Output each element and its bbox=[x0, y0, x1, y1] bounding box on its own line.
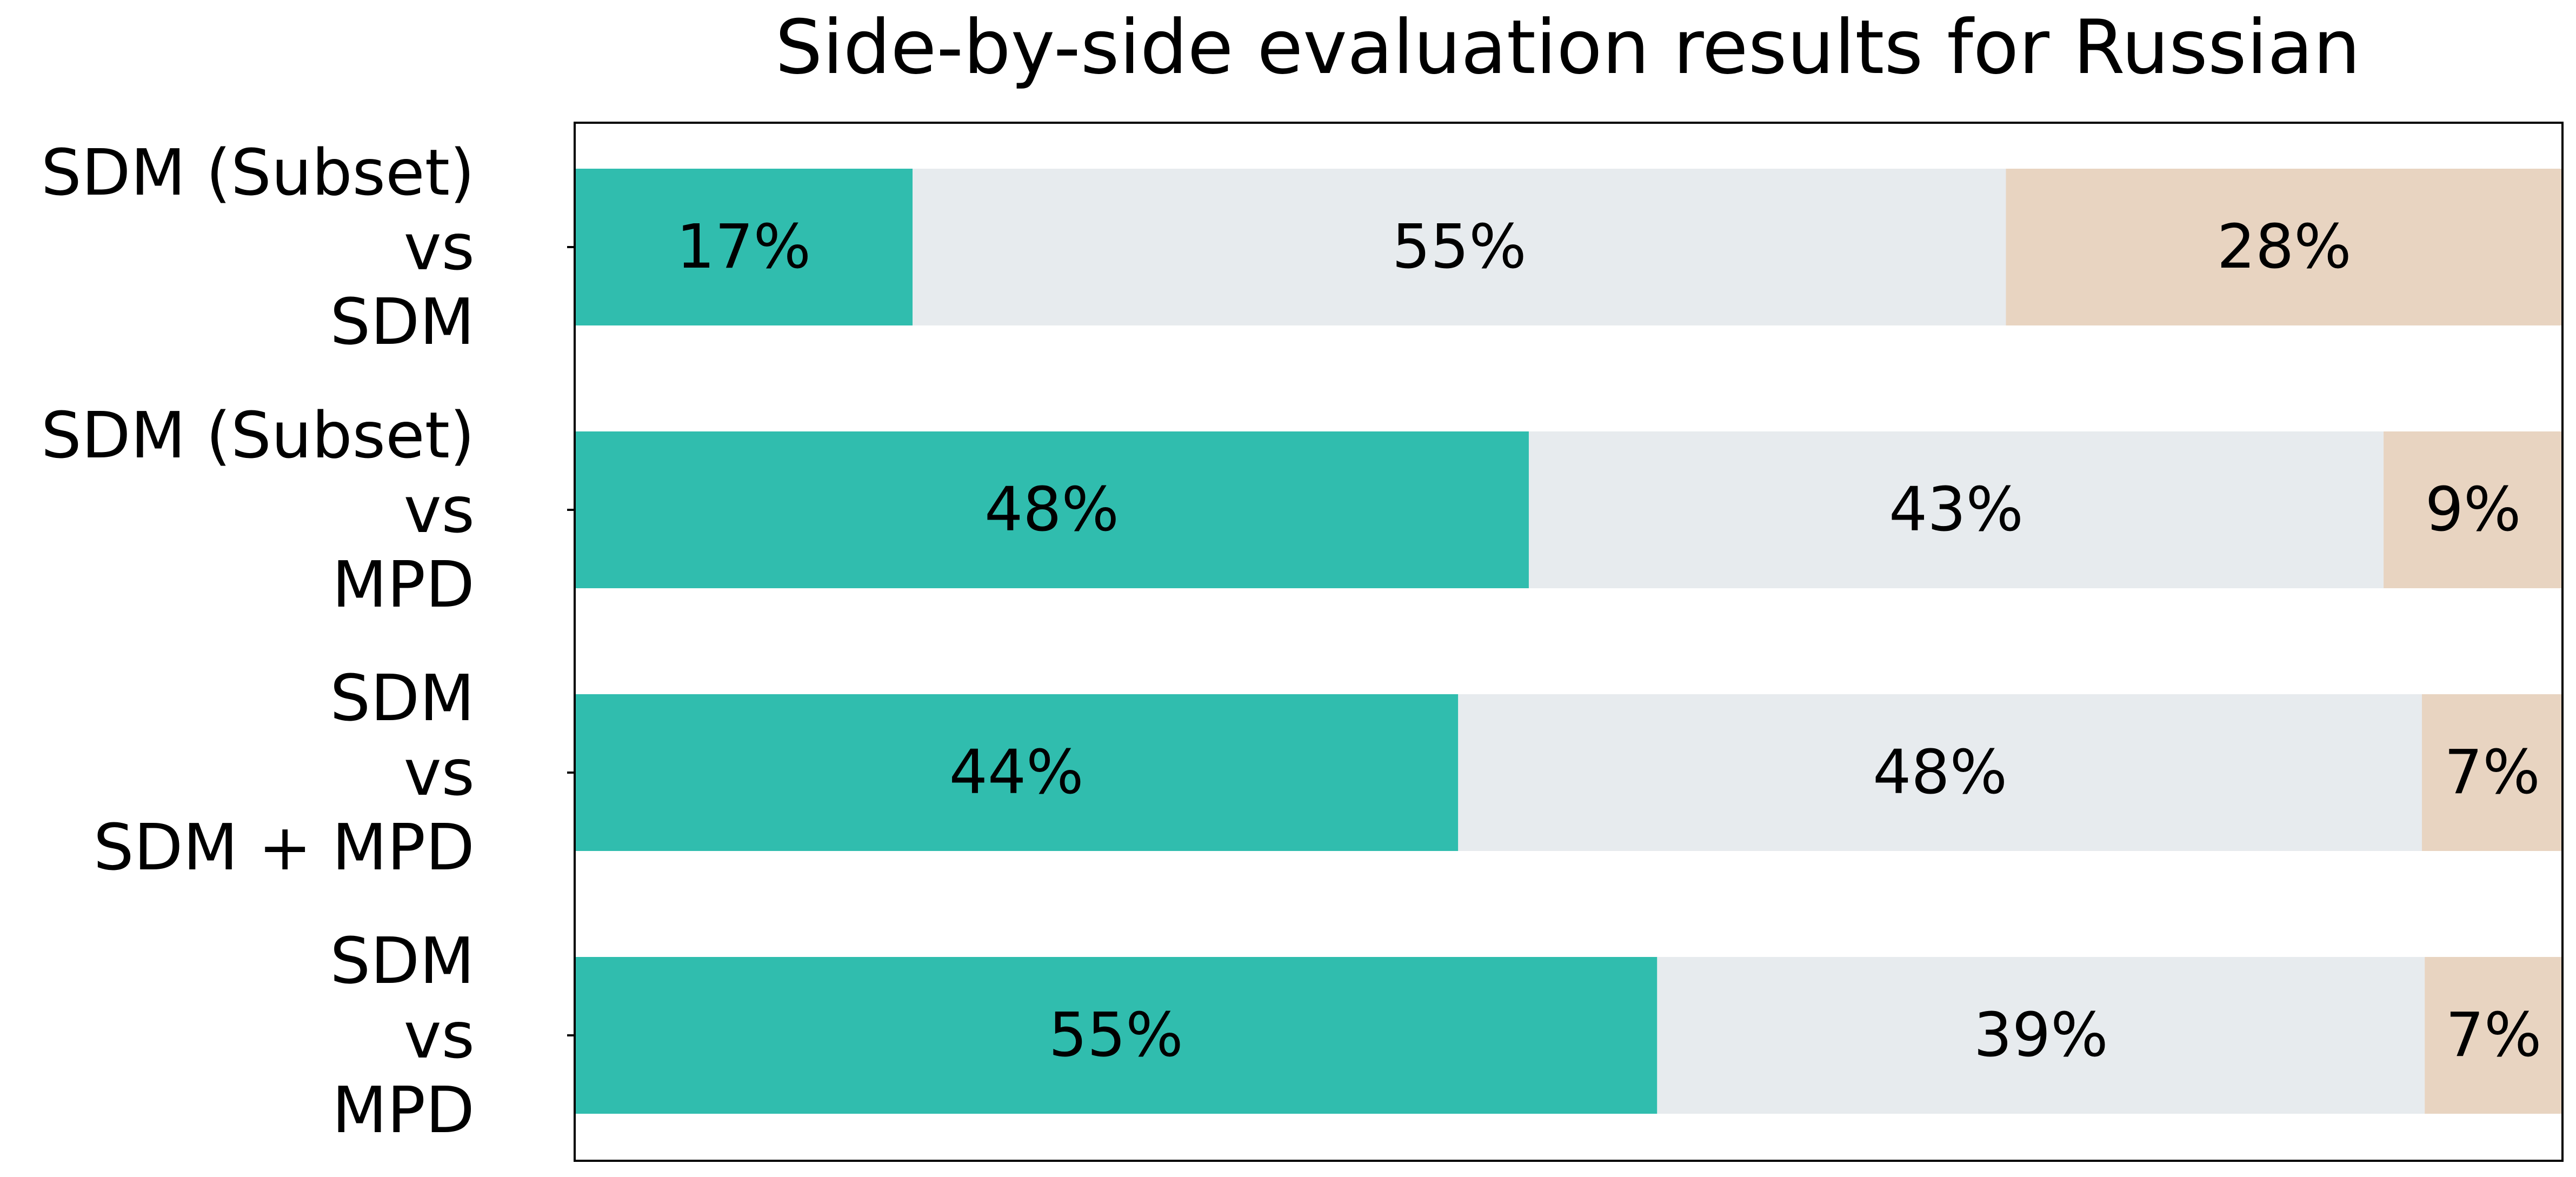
category-label-4-line-1: SDM bbox=[330, 923, 475, 998]
data-label-row2-series2: 43% bbox=[1889, 475, 2023, 545]
category-label-1-line-1: SDM (Subset) bbox=[41, 135, 475, 210]
category-label-3-line-2: vs bbox=[404, 735, 475, 810]
bar-segment-row2-series2 bbox=[1528, 431, 2384, 588]
bars-layer bbox=[575, 169, 2562, 1114]
category-label-4-line-2: vs bbox=[404, 998, 475, 1073]
data-label-row4-series2: 39% bbox=[1974, 1000, 2108, 1070]
data-labels-layer: 17% 55% 28% 48% 43% 9% 44% 48% 7% 55% 39% 7% bbox=[676, 212, 2541, 1070]
plot-frame bbox=[574, 122, 2564, 1162]
bar-segment-row4-series1 bbox=[575, 957, 1658, 1114]
category-label-4-line-3: MPD bbox=[332, 1073, 475, 1147]
bar-segment-row3-series1 bbox=[575, 694, 1459, 851]
category-label-1-line-3: SDM bbox=[330, 284, 475, 359]
data-label-row4-series3: 7% bbox=[2446, 1000, 2542, 1070]
data-label-row3-series3: 7% bbox=[2444, 737, 2540, 808]
bar-segment-row4-series3 bbox=[2425, 957, 2562, 1114]
data-label-row2-series3: 9% bbox=[2425, 475, 2521, 545]
data-label-row4-series1: 55% bbox=[1049, 1000, 1183, 1070]
bar-segment-row1-series3 bbox=[2006, 169, 2562, 325]
bar-segment-row4-series2 bbox=[1657, 957, 2425, 1114]
data-label-row3-series1: 44% bbox=[949, 737, 1084, 808]
data-label-row1-series3: 28% bbox=[2217, 212, 2352, 282]
bar-segment-row3-series2 bbox=[1458, 694, 2422, 851]
bar-segment-row1-series1 bbox=[575, 169, 913, 325]
y-ticks-layer bbox=[567, 246, 575, 1036]
bar-segment-row1-series2 bbox=[913, 169, 2006, 325]
bar-segment-row2-series1 bbox=[575, 431, 1529, 588]
bar-segment-row2-series3 bbox=[2384, 431, 2562, 588]
data-label-row3-series2: 48% bbox=[1873, 737, 2007, 808]
category-label-2-line-2: vs bbox=[404, 473, 475, 547]
data-label-row1-series1: 17% bbox=[676, 212, 811, 282]
category-label-2-line-3: MPD bbox=[332, 547, 475, 622]
category-label-2-line-1: SDM (Subset) bbox=[41, 398, 475, 473]
chart-title: Side-by-side evaluation results for Russ… bbox=[775, 4, 2360, 91]
category-label-3-line-3: SDM + MPD bbox=[94, 810, 475, 885]
category-label-3-line-1: SDM bbox=[330, 661, 475, 735]
data-label-row1-series2: 55% bbox=[1392, 212, 1527, 282]
category-label-1-line-2: vs bbox=[404, 210, 475, 284]
data-label-row2-series1: 48% bbox=[984, 475, 1119, 545]
bar-segment-row3-series3 bbox=[2422, 694, 2562, 851]
